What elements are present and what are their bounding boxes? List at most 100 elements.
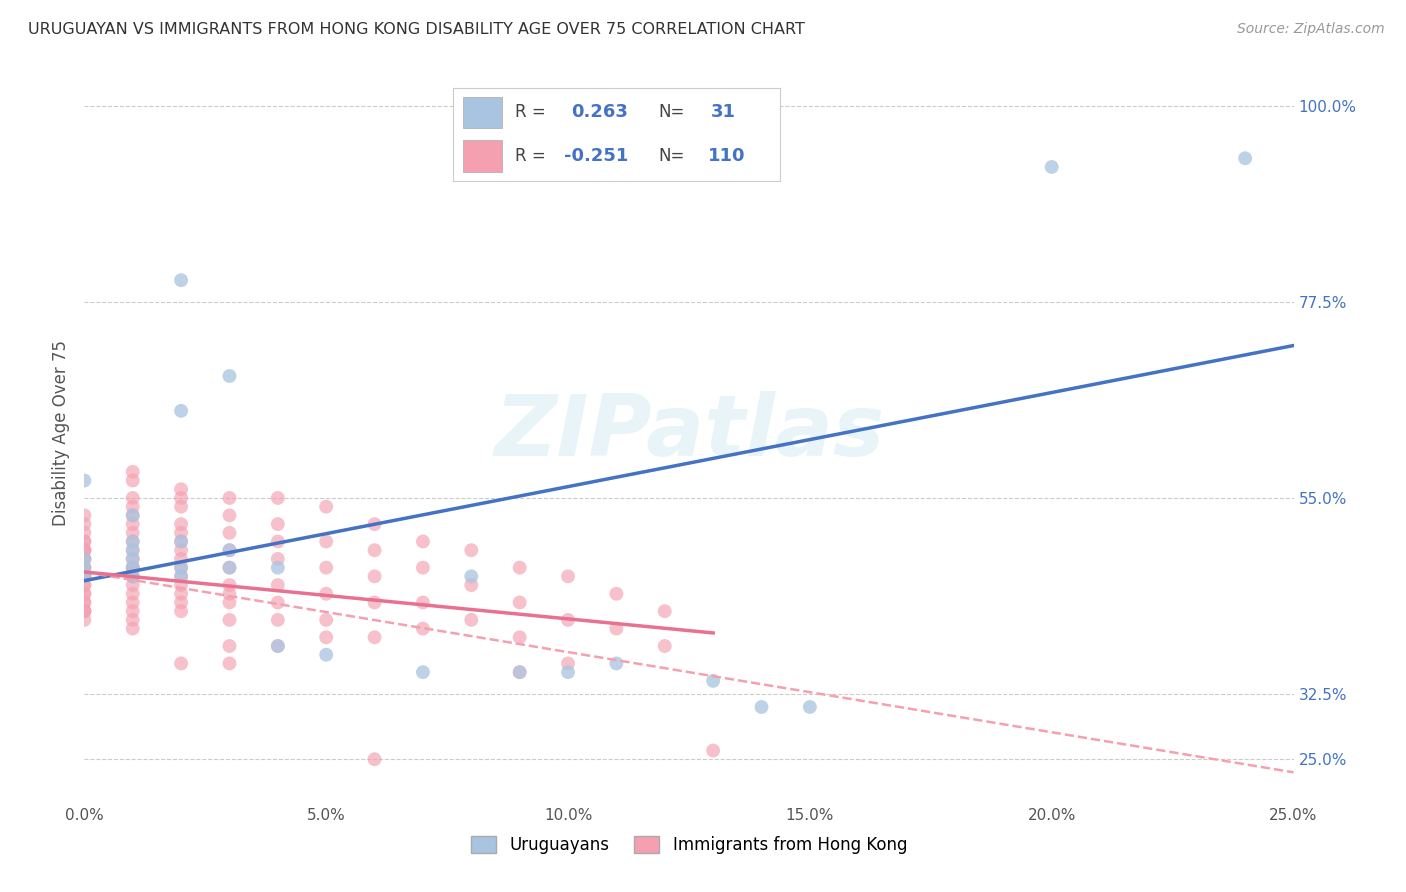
Point [121, 578, 143, 592]
Point [170, 657, 193, 671]
Point [121, 569, 143, 583]
Point [605, 622, 627, 636]
Point [557, 665, 579, 680]
Point [412, 622, 434, 636]
Point [267, 639, 290, 653]
Point [121, 543, 143, 558]
Point [315, 630, 337, 644]
Point [218, 578, 240, 592]
Point [315, 500, 337, 514]
Point [170, 273, 193, 287]
Point [557, 569, 579, 583]
Point [267, 534, 290, 549]
Point [170, 525, 193, 540]
Point [218, 543, 240, 558]
Point [605, 657, 627, 671]
Point [412, 560, 434, 574]
Point [267, 613, 290, 627]
Point [73, 552, 96, 566]
Point [799, 700, 821, 714]
Point [73, 587, 96, 601]
Point [605, 587, 627, 601]
Point [121, 525, 143, 540]
Text: ZIPatlas: ZIPatlas [494, 391, 884, 475]
Point [73, 569, 96, 583]
Point [121, 587, 143, 601]
Y-axis label: Disability Age Over 75: Disability Age Over 75 [52, 340, 70, 525]
Point [315, 587, 337, 601]
Point [702, 673, 724, 688]
Text: URUGUAYAN VS IMMIGRANTS FROM HONG KONG DISABILITY AGE OVER 75 CORRELATION CHART: URUGUAYAN VS IMMIGRANTS FROM HONG KONG D… [28, 22, 806, 37]
Point [1040, 160, 1063, 174]
Point [121, 474, 143, 488]
Point [73, 508, 96, 523]
Point [363, 543, 385, 558]
Point [121, 491, 143, 505]
Point [121, 622, 143, 636]
Point [170, 491, 193, 505]
Point [218, 543, 240, 558]
Point [73, 543, 96, 558]
Point [170, 534, 193, 549]
Point [121, 508, 143, 523]
Point [73, 587, 96, 601]
Point [73, 525, 96, 540]
Point [460, 569, 482, 583]
Point [267, 595, 290, 609]
Point [73, 552, 96, 566]
Point [121, 465, 143, 479]
Point [73, 543, 96, 558]
Point [267, 639, 290, 653]
Point [73, 604, 96, 618]
Point [1234, 151, 1257, 165]
Point [363, 595, 385, 609]
Point [170, 500, 193, 514]
Point [170, 552, 193, 566]
Point [121, 552, 143, 566]
Point [73, 578, 96, 592]
Point [170, 517, 193, 532]
Legend: Uruguayans, Immigrants from Hong Kong: Uruguayans, Immigrants from Hong Kong [464, 830, 914, 861]
Point [121, 613, 143, 627]
Point [315, 560, 337, 574]
Point [654, 604, 676, 618]
Point [218, 525, 240, 540]
Point [315, 613, 337, 627]
Point [121, 543, 143, 558]
Point [170, 587, 193, 601]
Point [121, 560, 143, 574]
Point [73, 604, 96, 618]
Point [73, 474, 96, 488]
Point [170, 534, 193, 549]
Point [121, 569, 143, 583]
Point [121, 560, 143, 574]
Point [460, 543, 482, 558]
Point [460, 578, 482, 592]
Point [73, 560, 96, 574]
Point [121, 500, 143, 514]
Point [267, 560, 290, 574]
Point [218, 560, 240, 574]
Text: Source: ZipAtlas.com: Source: ZipAtlas.com [1237, 22, 1385, 37]
Point [73, 578, 96, 592]
Point [509, 665, 531, 680]
Point [121, 534, 143, 549]
Point [170, 482, 193, 496]
Point [121, 604, 143, 618]
Point [509, 630, 531, 644]
Point [170, 604, 193, 618]
Point [73, 595, 96, 609]
Point [73, 560, 96, 574]
Point [218, 560, 240, 574]
Point [73, 595, 96, 609]
Point [412, 665, 434, 680]
Point [509, 595, 531, 609]
Point [73, 534, 96, 549]
Point [121, 517, 143, 532]
Point [170, 560, 193, 574]
Point [121, 569, 143, 583]
Point [121, 552, 143, 566]
Point [121, 595, 143, 609]
Point [170, 404, 193, 418]
Point [412, 534, 434, 549]
